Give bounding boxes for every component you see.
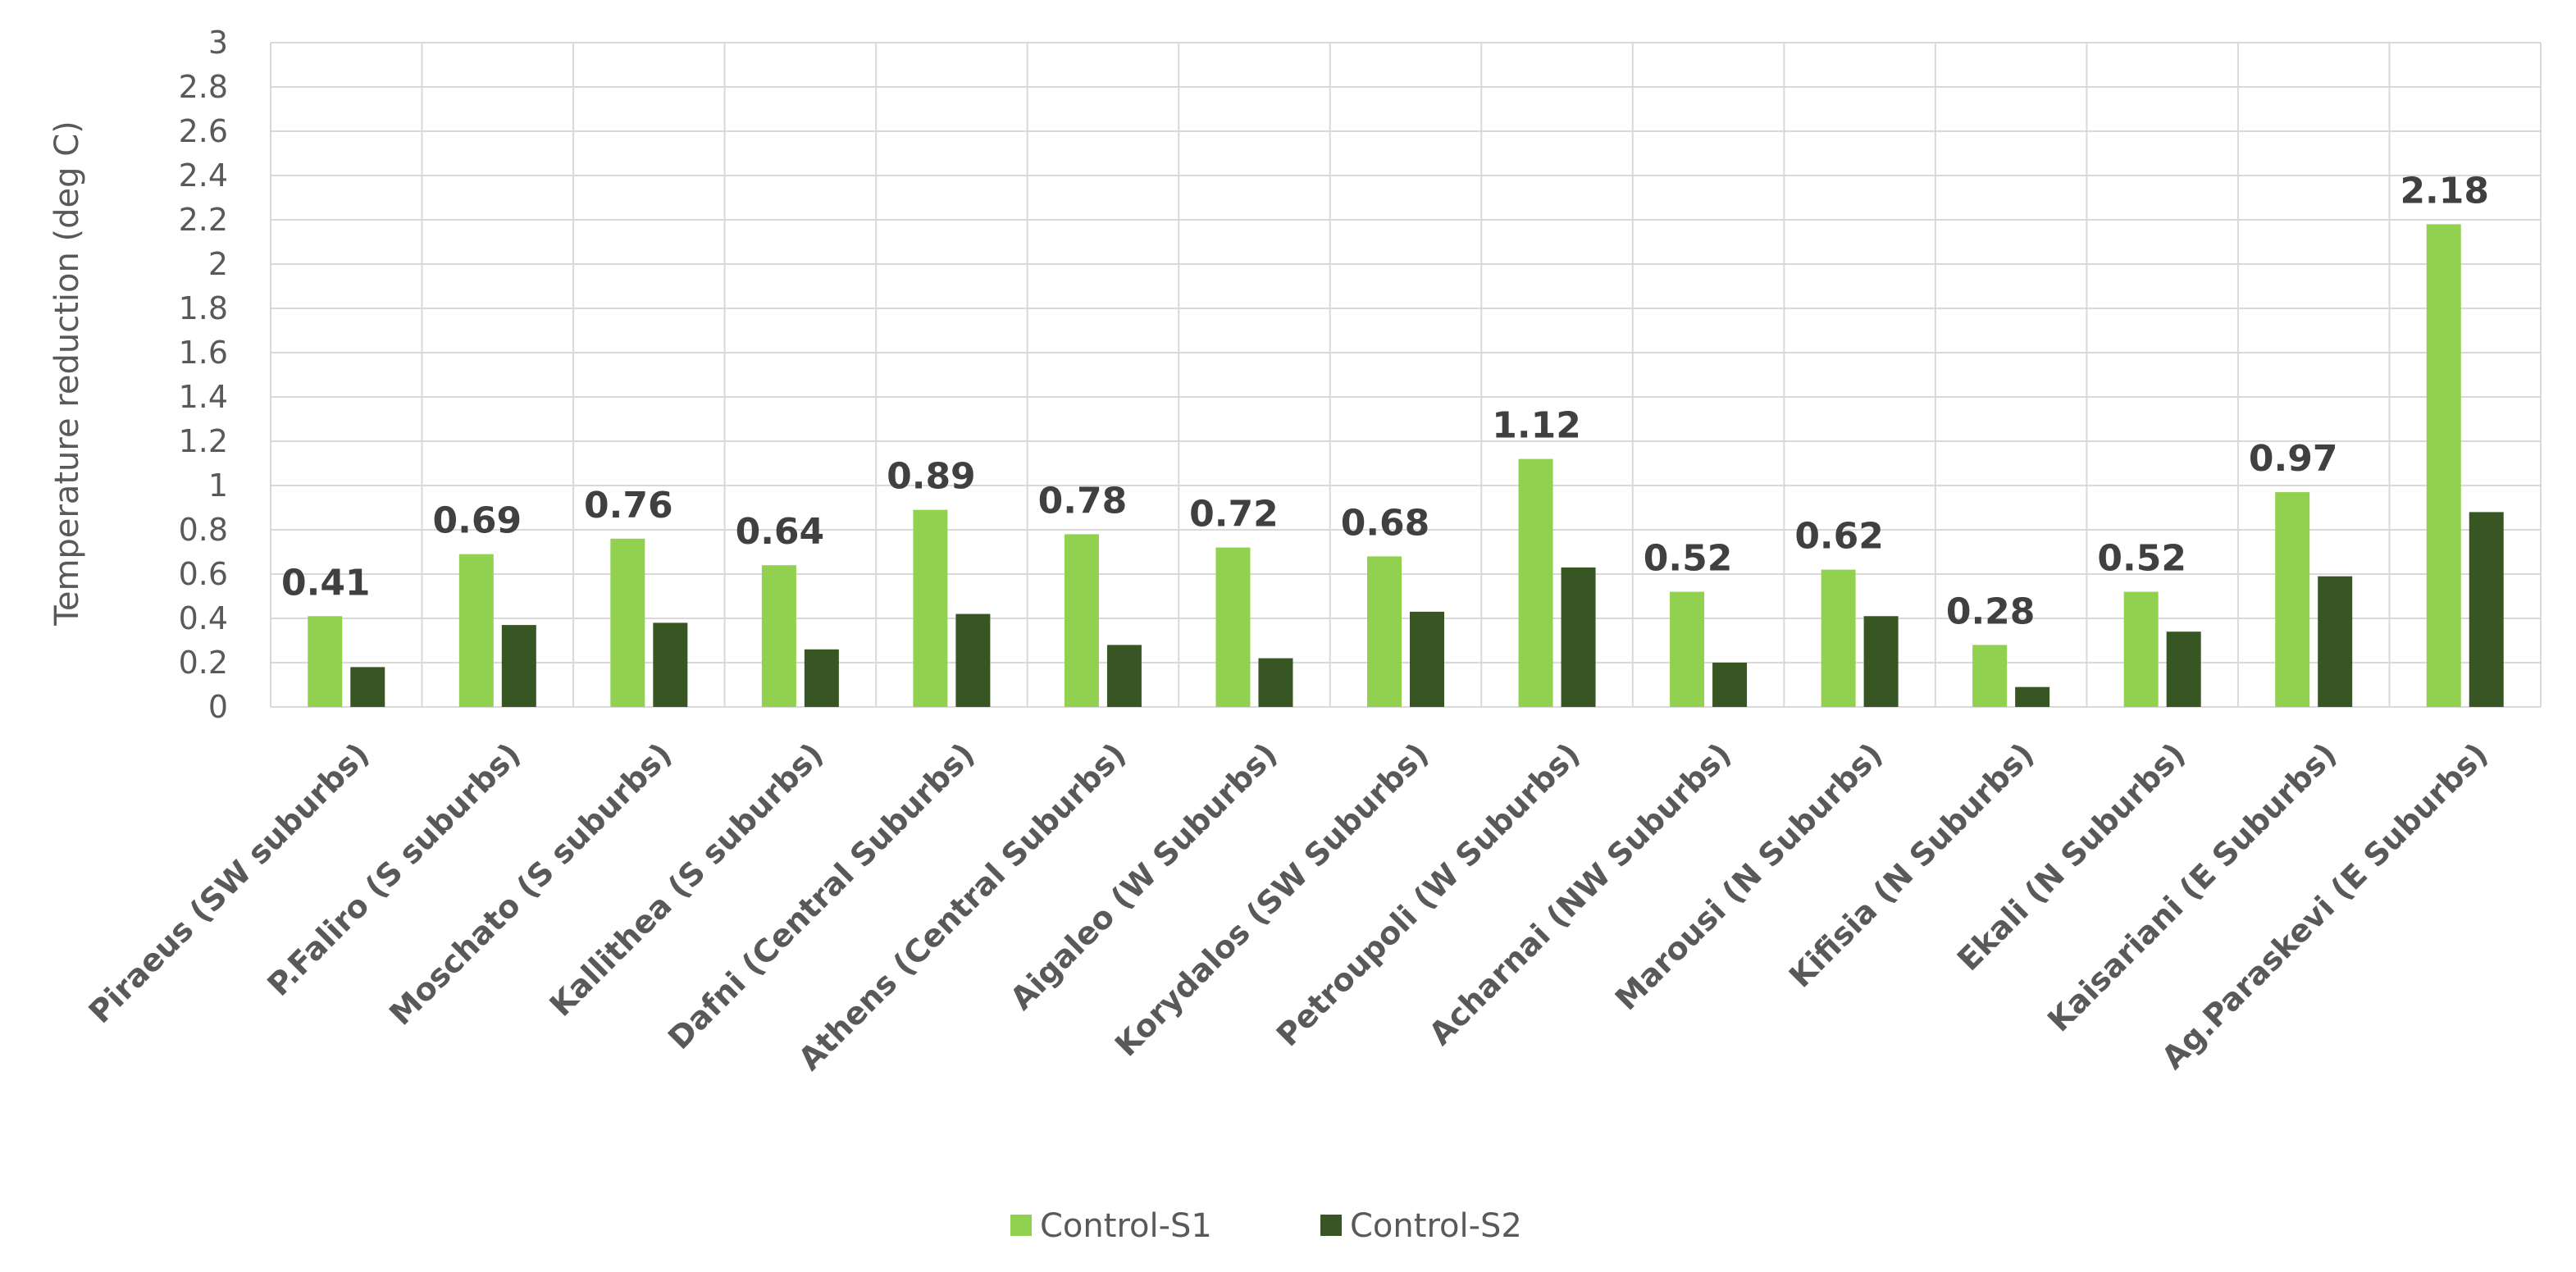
legend-swatch-control-s1 [1010,1215,1032,1236]
y-tick-label: 1 [208,467,228,504]
data-label: 2.18 [2400,170,2489,212]
y-axis-ticks: 0 0.2 0.4 0.6 0.8 1 1.2 1.4 1.6 1.8 2 2.2 2.4 2.6 2.8 3 [179,25,228,725]
x-category-label: Dafni (Central Suburbs) [661,736,982,1056]
x-axis-categories: Piraeus (SW suburbs)P.Faliro (S suburbs)… [82,736,2495,1077]
bar-control-s2 [1863,616,1899,707]
y-tick-label: 0.6 [179,556,228,592]
y-tick-label: 0 [208,689,228,725]
data-label: 0.69 [433,500,522,542]
bar-control-s2 [653,622,688,707]
x-category-label: Korydalos (SW Suburbs) [1108,736,1435,1063]
bar-control-s1 [761,565,796,707]
y-axis-title: Temperature reduction (deg C) [48,121,86,627]
y-tick-label: 3 [208,25,228,61]
y-tick-label: 0.4 [179,600,228,636]
data-label: 0.52 [1644,538,1733,580]
gridlines [270,42,2542,708]
x-category-label: Piraeus (SW suburbs) [82,736,376,1030]
x-category-label: P.Faliro (S suburbs) [260,736,527,1003]
data-label: 0.72 [1189,494,1279,536]
bar-control-s2 [1258,658,1293,707]
y-tick-label: 2 [208,246,228,282]
bar-control-s1 [913,509,948,707]
bar-control-s1 [2426,224,2461,707]
x-category-label: Ag.Paraskevi (E Suburbs) [2154,736,2495,1076]
bar-control-s1 [610,538,645,707]
y-tick-label: 2.6 [179,113,228,149]
bar-control-s2 [2318,576,2353,707]
data-label: 0.76 [584,485,673,527]
data-label: 0.97 [2249,438,2338,480]
bar-control-s2 [804,649,839,707]
bar-control-s1 [308,616,343,707]
data-label: 0.78 [1038,480,1128,522]
data-label: 0.28 [1946,590,2036,632]
y-tick-label: 1.4 [179,379,228,415]
x-category-label: Aigaleo (W Suburbs) [1003,736,1284,1017]
x-category-label: Moschato (S suburbs) [382,736,678,1032]
bar-control-s2 [2166,631,2201,707]
bar-control-s2 [1712,663,1748,707]
bar-control-s2 [955,613,991,707]
x-category-label: Marousi (N Suburbs) [1608,736,1890,1017]
y-tick-label: 0.2 [179,645,228,681]
x-category-label: Athens (Central Suburbs) [791,736,1133,1077]
bar-control-s2 [2469,512,2504,707]
bar-control-s2 [350,667,385,707]
bar-control-s2 [1561,567,1596,707]
bar-control-s1 [458,554,494,707]
x-category-label: Acharnai (NW Suburbs) [1422,736,1739,1052]
x-category-label: Petroupoli (W Suburbs) [1270,736,1587,1053]
data-label: 0.52 [2097,538,2186,580]
bar-control-s1 [1821,569,1856,707]
bar-control-s1 [1215,547,1251,707]
x-category-label: Kaisariani (E Suburbs) [2040,736,2343,1038]
data-label: 0.68 [1341,502,1430,544]
bar-control-s2 [501,625,536,707]
legend-label-control-s2: Control-S2 [1350,1207,1522,1245]
x-category-label: Kifisia (N Suburbs) [1782,736,2040,994]
bar-control-s1 [1367,556,1402,707]
x-category-label: Kallithea (S suburbs) [543,736,831,1024]
y-tick-label: 1.8 [179,290,228,326]
bar-control-s1 [2275,492,2310,707]
data-label: 1.12 [1492,405,1581,447]
bar-control-s2 [1410,611,1444,707]
bar-control-s1 [2123,591,2159,707]
y-tick-label: 1.6 [179,335,228,371]
bar-control-s1 [1064,534,1099,707]
bars [308,224,2504,707]
data-label: 0.41 [281,562,371,604]
bar-control-s2 [1106,645,1142,707]
data-labels: 0.41 0.69 0.76 0.64 0.89 0.78 0.72 0.68 1.12 0.52… [281,170,2489,632]
legend-label-control-s1: Control-S1 [1040,1207,1212,1245]
bar-control-s1 [1972,645,2008,707]
y-tick-label: 2.2 [179,202,228,238]
bar-control-s2 [2015,686,2050,707]
y-tick-label: 1.2 [179,423,228,459]
y-tick-label: 0.8 [179,512,228,548]
data-label: 0.62 [1794,516,1884,558]
bar-control-s1 [1518,458,1553,707]
legend-swatch-control-s2 [1320,1215,1342,1236]
legend: Control-S1 Control-S2 [1010,1207,1522,1245]
data-label: 0.64 [736,511,825,553]
y-tick-label: 2.4 [179,157,228,194]
data-label: 0.89 [887,456,976,498]
bar-control-s1 [1670,591,1705,707]
y-tick-label: 2.8 [179,69,228,105]
